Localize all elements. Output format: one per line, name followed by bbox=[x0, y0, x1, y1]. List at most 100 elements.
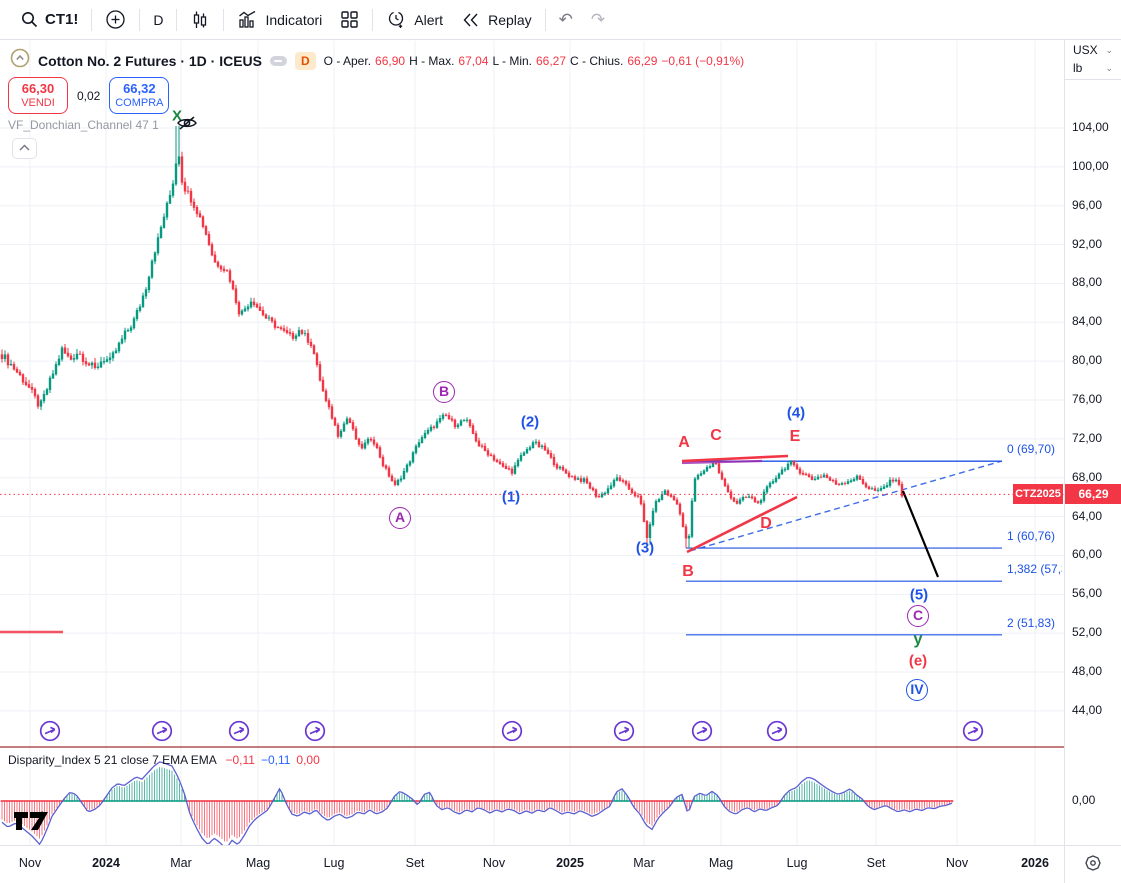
sell-button[interactable]: 66,30 VENDI bbox=[8, 77, 68, 114]
toolbar-divider bbox=[372, 8, 374, 31]
ohlc-label: C - Chius. bbox=[570, 53, 624, 68]
wave-label-E[interactable]: E bbox=[789, 428, 801, 445]
chart-legend-header: Cotton No. 2 Futures · 1D · ICEUS D O - … bbox=[10, 48, 744, 73]
unit-dropdown[interactable]: lb ⌄ bbox=[1065, 58, 1121, 76]
toolbar-divider bbox=[91, 8, 93, 31]
compare-add-button[interactable] bbox=[96, 4, 135, 36]
contract-rollover-arrow-icon[interactable] bbox=[612, 719, 636, 743]
price-tick: 68,00 bbox=[1072, 469, 1103, 484]
undo-button[interactable]: ↶ bbox=[550, 4, 582, 36]
wave-label-B[interactable]: B bbox=[433, 381, 455, 403]
price-tick: 92,00 bbox=[1072, 236, 1103, 251]
wave-label-X[interactable]: X bbox=[171, 107, 183, 125]
disparity-values: −0,11 −0,11 0,00 bbox=[219, 753, 319, 767]
time-tick: 2025 bbox=[556, 856, 584, 870]
wave-label-IV[interactable]: IV bbox=[906, 679, 928, 701]
price-tick: 84,00 bbox=[1072, 314, 1103, 329]
contract-rollover-arrow-icon[interactable] bbox=[303, 719, 327, 743]
wave-label-e[interactable]: (e) bbox=[908, 652, 928, 670]
replay-button[interactable]: Replay bbox=[452, 4, 541, 36]
eye-off-icon[interactable] bbox=[176, 113, 198, 138]
wave-label-B[interactable]: B bbox=[682, 563, 694, 580]
time-tick: Lug bbox=[786, 856, 808, 870]
wave-label-y[interactable]: y bbox=[913, 631, 923, 648]
wave-label-A[interactable]: A bbox=[678, 434, 690, 451]
donchian-indicator-legend[interactable]: VF_Donchian_Channel 47 1 bbox=[8, 118, 159, 132]
disparity-indicator-legend[interactable]: Disparity_Index 5 21 close 7 EMA EMA −0,… bbox=[8, 753, 320, 767]
chart-style-button[interactable] bbox=[181, 4, 219, 36]
time-tick: Nov bbox=[945, 856, 969, 870]
indicators-icon bbox=[237, 9, 258, 30]
replay-rewind-icon bbox=[461, 10, 481, 30]
ohlc-value: 66,29 bbox=[627, 53, 658, 68]
buy-price: 66,32 bbox=[123, 81, 156, 96]
interval-button[interactable]: D bbox=[144, 4, 172, 36]
currency-label: USX bbox=[1073, 43, 1098, 57]
buy-label: COMPRA bbox=[115, 97, 164, 109]
contract-rollover-arrow-icon[interactable] bbox=[227, 719, 251, 743]
gear-icon[interactable] bbox=[1084, 854, 1102, 877]
wave-label-A[interactable]: A bbox=[389, 507, 411, 529]
contract-rollover-arrow-icon[interactable] bbox=[690, 719, 714, 743]
alert-label: Alert bbox=[414, 11, 444, 28]
indicators-button[interactable]: Indicatori bbox=[228, 4, 331, 36]
ohlc-label: H - Max. bbox=[409, 53, 455, 68]
ohlc-label: L - Min. bbox=[492, 53, 532, 68]
fib-level-label: 1,382 (57,3 bbox=[1007, 562, 1062, 577]
buy-button[interactable]: 66,32 COMPRA bbox=[109, 77, 170, 114]
price-tick: 76,00 bbox=[1072, 392, 1103, 407]
chevron-down-icon: ⌄ bbox=[1105, 62, 1113, 73]
indicators-label: Indicatori bbox=[265, 11, 323, 28]
symbol-name: CT1! bbox=[45, 11, 79, 28]
redo-icon: ↷ bbox=[590, 9, 606, 29]
symbol-title[interactable]: Cotton No. 2 Futures · 1D · ICEUS bbox=[38, 52, 262, 69]
price-tick: 96,00 bbox=[1072, 197, 1103, 212]
fib-level-label: 0 (69,70) bbox=[1007, 442, 1056, 457]
contract-rollover-arrow-icon[interactable] bbox=[961, 719, 985, 743]
time-axis[interactable]: Nov 2024 Mar Mag Lug Set Nov 2025 Mar Mag Lug Set No… bbox=[0, 845, 1121, 883]
wave-label-C[interactable]: C bbox=[710, 427, 722, 444]
collapse-legend-button[interactable] bbox=[12, 138, 37, 159]
wave-label-1[interactable]: (1) bbox=[501, 488, 521, 506]
wave-label-D[interactable]: D bbox=[760, 515, 772, 532]
ohlc-visibility-toggle[interactable] bbox=[270, 55, 287, 66]
toolbar-divider bbox=[223, 8, 225, 31]
contract-price-tag: CTZ2025 bbox=[1013, 484, 1063, 505]
interval-badge[interactable]: D bbox=[295, 51, 316, 70]
wave-label-C[interactable]: C bbox=[907, 605, 929, 627]
axis-divider bbox=[1065, 79, 1121, 80]
tradingview-logo[interactable] bbox=[12, 806, 52, 841]
candlestick-style-icon bbox=[190, 10, 210, 30]
time-tick: 2024 bbox=[92, 856, 120, 870]
contract-rollover-arrow-icon[interactable] bbox=[500, 719, 524, 743]
price-axis[interactable]: USX ⌄ lb ⌄ 104,00 100,00 96,00 92,00 88,00 84… bbox=[1064, 40, 1121, 845]
wave-label-2[interactable]: (2) bbox=[520, 413, 540, 431]
contract-rollover-arrow-icon[interactable] bbox=[38, 719, 62, 743]
ohlc-value: 66,90 bbox=[375, 53, 406, 68]
currency-dropdown[interactable]: USX ⌄ bbox=[1065, 40, 1121, 58]
redo-button[interactable]: ↷ bbox=[582, 4, 614, 36]
alert-button[interactable]: Alert bbox=[377, 4, 452, 36]
indicator-zero-label: 0,00 bbox=[1072, 793, 1096, 807]
symbol-info-icon[interactable] bbox=[10, 48, 30, 73]
layout-templates-button[interactable] bbox=[331, 4, 368, 36]
wave-label-3[interactable]: (3) bbox=[635, 539, 655, 557]
ohlc-value: 66,27 bbox=[536, 53, 567, 68]
time-tick: Mar bbox=[170, 856, 192, 870]
replay-label: Replay bbox=[488, 11, 532, 28]
contract-rollover-arrow-icon[interactable] bbox=[150, 719, 174, 743]
ohlc-change: −0,61 (−0,91%) bbox=[661, 53, 745, 68]
contract-rollover-arrow-icon[interactable] bbox=[765, 719, 789, 743]
price-tick: 88,00 bbox=[1072, 275, 1103, 290]
disparity-value: −0,11 bbox=[225, 753, 255, 767]
interval-label: D bbox=[153, 11, 164, 28]
symbol-search-button[interactable]: CT1! bbox=[12, 4, 87, 36]
price-tick: 52,00 bbox=[1072, 625, 1103, 640]
time-tick: Mag bbox=[708, 856, 734, 870]
ohlc-value: 67,04 bbox=[458, 53, 489, 68]
wave-label-5[interactable]: (5) bbox=[909, 586, 929, 604]
wave-label-4[interactable]: (4) bbox=[786, 404, 806, 422]
price-tick: 60,00 bbox=[1072, 547, 1103, 562]
